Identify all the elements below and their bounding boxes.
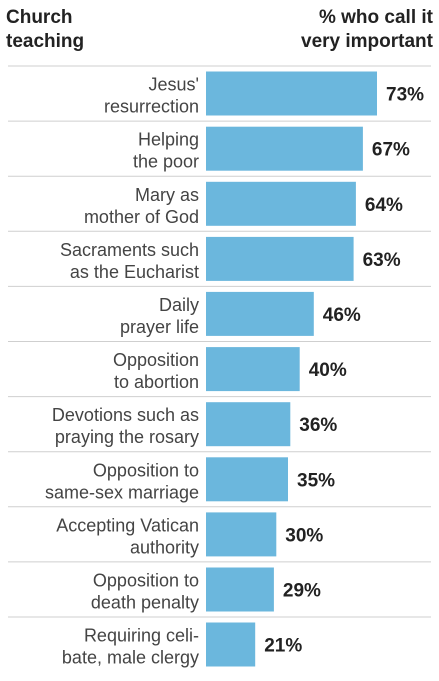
value-header-line-1: % who call it <box>318 7 433 28</box>
bar <box>206 126 363 171</box>
category-label: as the Eucharist <box>70 262 199 282</box>
category-column-header: Church teaching <box>6 6 84 54</box>
bar <box>206 622 256 667</box>
category-label: Daily <box>159 295 199 315</box>
category-label: to abortion <box>114 372 199 392</box>
bar <box>206 236 354 281</box>
category-label: Sacraments such <box>60 240 199 260</box>
value-label: 30% <box>285 525 323 546</box>
bar <box>206 567 274 612</box>
category-label: resurrection <box>104 97 199 117</box>
category-label: Opposition to <box>93 571 199 591</box>
category-label: Devotions such as <box>52 405 199 425</box>
category-label: mother of God <box>84 207 199 227</box>
value-label: 21% <box>264 636 302 657</box>
category-label: Mary as <box>135 185 199 205</box>
bar <box>206 291 314 336</box>
category-label: same-sex marriage <box>45 482 199 502</box>
category-label: Jesus' <box>149 75 199 95</box>
category-label: Requiring celi- <box>84 626 199 646</box>
category-label: authority <box>130 537 199 557</box>
value-label: 29% <box>283 581 321 602</box>
category-label: the poor <box>133 152 199 172</box>
category-label: prayer life <box>120 317 199 337</box>
value-label: 46% <box>323 305 361 326</box>
value-label: 67% <box>372 140 410 161</box>
category-label: Helping <box>138 130 199 150</box>
bar <box>206 457 288 502</box>
category-header-line-1: Church <box>6 7 73 28</box>
bar <box>206 181 356 226</box>
bar <box>206 71 377 116</box>
value-label: 73% <box>386 85 424 106</box>
category-header-line-2: teaching <box>6 31 85 52</box>
category-label: Accepting Vatican <box>56 515 199 535</box>
value-column-header: % who call it very important <box>301 6 433 54</box>
value-label: 35% <box>297 470 335 491</box>
value-header-line-2: very important <box>301 31 433 52</box>
value-label: 64% <box>365 195 403 216</box>
bar <box>206 402 291 447</box>
bar <box>206 347 300 392</box>
category-label: Opposition to <box>93 460 199 480</box>
category-label: bate, male clergy <box>62 648 199 668</box>
category-label: praying the rosary <box>55 427 199 447</box>
category-label: Opposition <box>113 350 199 370</box>
category-label: death penalty <box>91 593 199 613</box>
bar <box>206 512 277 557</box>
value-label: 40% <box>309 360 347 381</box>
value-label: 63% <box>363 250 401 271</box>
value-label: 36% <box>299 415 337 436</box>
